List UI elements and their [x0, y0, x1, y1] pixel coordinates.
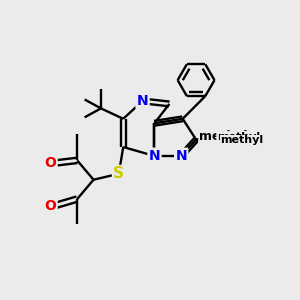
Text: methyl: methyl: [200, 130, 248, 143]
Text: N: N: [137, 94, 148, 108]
Text: methyl: methyl: [220, 135, 263, 145]
Text: O: O: [44, 156, 56, 170]
Text: methyl: methyl: [217, 132, 260, 142]
Text: O: O: [44, 200, 56, 214]
Text: N: N: [176, 149, 187, 163]
Text: N: N: [148, 149, 160, 163]
Text: S: S: [113, 166, 124, 181]
